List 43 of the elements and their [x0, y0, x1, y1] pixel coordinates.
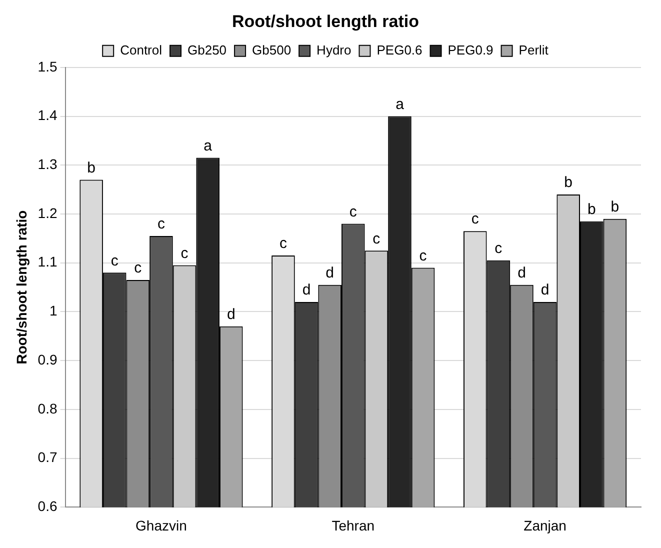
x-tick-label: Ghazvin [136, 517, 187, 534]
legend-label: PEG0.6 [376, 42, 422, 58]
legend-label: PEG0.9 [448, 42, 494, 58]
data-label: c [349, 203, 358, 220]
data-label: d [518, 264, 526, 282]
data-label: c [110, 252, 119, 270]
data-label: c [134, 260, 142, 277]
y-tick-label: 0.7 [38, 449, 58, 466]
y-tick-label: 1.4 [38, 107, 58, 124]
data-label: c [494, 240, 503, 258]
y-tick-label: 1.3 [38, 156, 58, 172]
x-tick-label: Tehran [332, 517, 375, 534]
legend-label: Control [120, 42, 162, 58]
data-label: c [157, 216, 166, 233]
data-label: a [204, 137, 213, 154]
data-label: d [302, 282, 311, 299]
data-label: c [372, 230, 381, 248]
data-label: c [419, 247, 428, 264]
y-tick-label: 1.1 [38, 254, 58, 270]
data-label: b [564, 174, 573, 192]
y-tick-label: 1 [49, 302, 58, 319]
y-tick-label: 1.2 [38, 204, 58, 221]
y-axis-title: Root/shoot length ratio [13, 210, 30, 364]
legend-label: Hydro [316, 42, 352, 58]
data-label: c [279, 235, 288, 252]
y-tick-label: 0.9 [38, 351, 58, 368]
data-label: d [326, 264, 334, 282]
data-label: c [180, 244, 189, 262]
chart-title: Root/shoot length ratio [232, 12, 419, 31]
data-label: d [226, 306, 236, 324]
data-label: a [396, 96, 405, 113]
data-label: c [471, 210, 480, 228]
legend-label: Gb500 [252, 42, 292, 58]
y-tick-label: 0.6 [38, 498, 58, 514]
legend-label: Gb250 [188, 42, 227, 58]
data-label: b [87, 159, 96, 176]
y-tick-label: 1.5 [38, 58, 58, 74]
legend-label: Perlit [518, 42, 549, 58]
x-tick-label: Zanjan [524, 517, 566, 534]
data-label: d [540, 282, 550, 299]
y-tick-label: 0.8 [38, 400, 58, 416]
data-label: b [587, 200, 596, 218]
data-label: b [610, 198, 620, 216]
